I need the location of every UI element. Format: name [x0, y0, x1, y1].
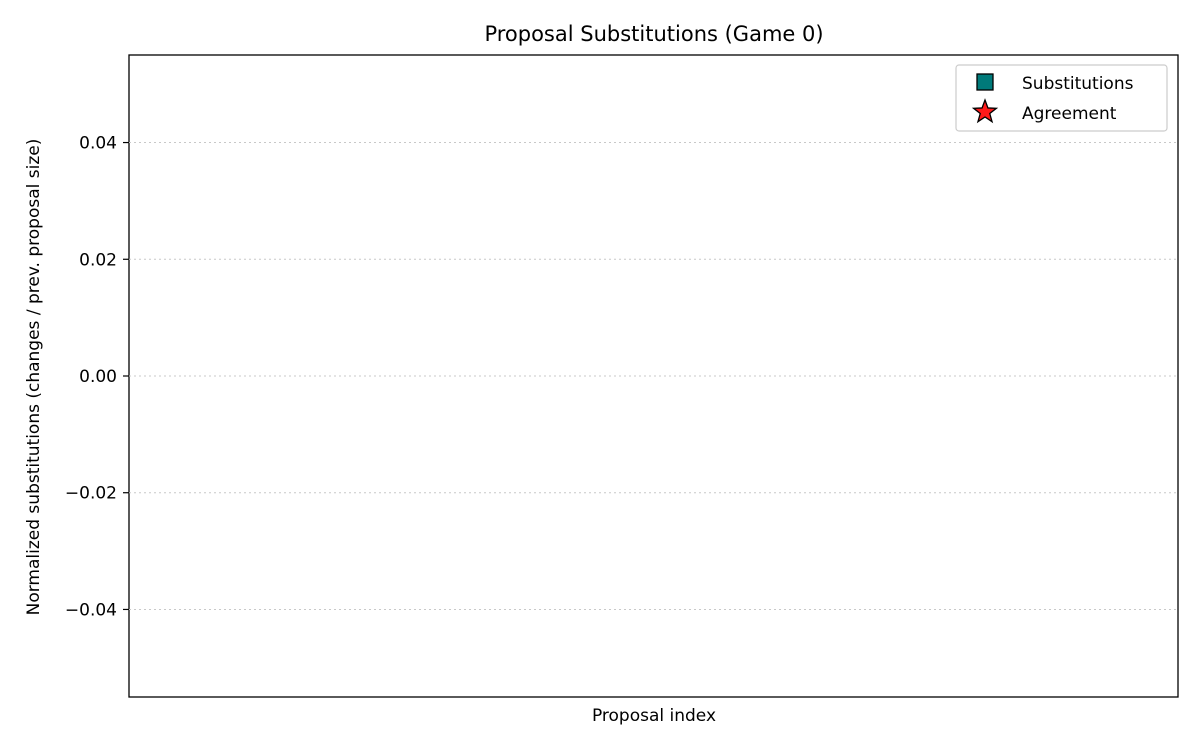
x-axis-label: Proposal index	[592, 706, 716, 726]
legend-entry-agreement: Agreement	[971, 98, 1117, 124]
y-tick-label: −0.02	[65, 484, 117, 504]
legend-box	[955, 64, 1168, 132]
plot-area	[128, 54, 1179, 698]
chart-title: Proposal Substitutions (Game 0)	[484, 22, 823, 46]
y-tick-label: −0.04	[65, 600, 117, 620]
y-tick-label: 0.02	[79, 250, 117, 270]
y-tick-label: 0.04	[79, 134, 117, 154]
y-axis-label: Normalized substitutions (changes / prev…	[24, 139, 44, 616]
legend-label-agreement: Agreement	[1022, 104, 1117, 124]
y-tick-label: 0.00	[79, 367, 117, 387]
legend-label-substitutions: Substitutions	[1022, 74, 1134, 94]
square-marker-icon	[976, 73, 994, 91]
legend-entry-substitutions: Substitutions	[976, 73, 1134, 94]
legend: Substitutions Agreement	[955, 64, 1168, 132]
star-marker-icon	[971, 98, 999, 124]
y-axis: 0.04 0.02 0.00 −0.02 −0.04	[65, 134, 129, 620]
